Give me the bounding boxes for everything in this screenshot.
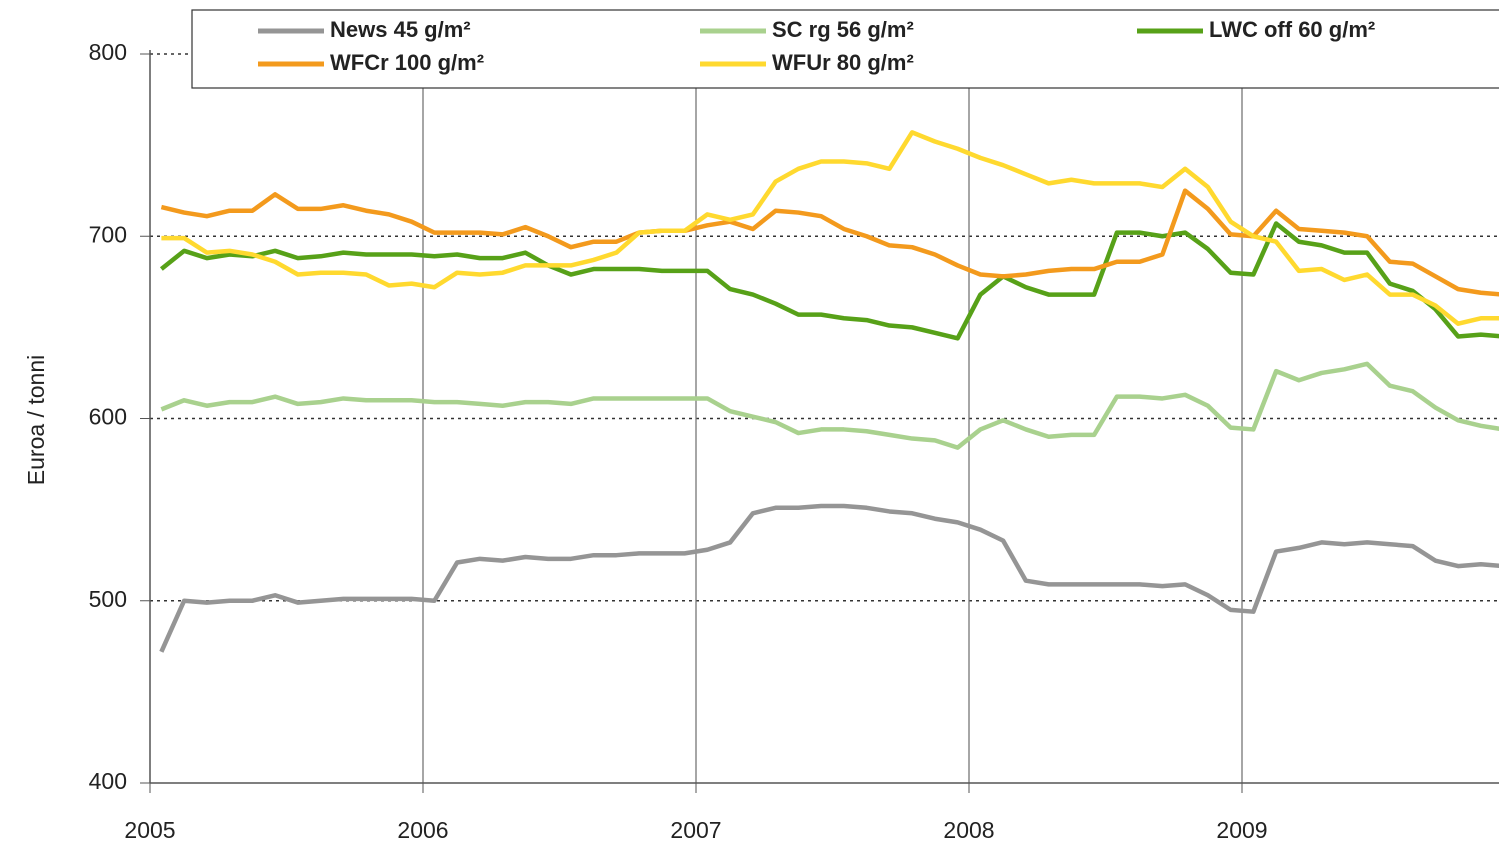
x-tick-label: 2005 <box>124 817 175 843</box>
series-line <box>159 221 1499 341</box>
x-tick-label: 2008 <box>943 817 994 843</box>
y-tick-label: 600 <box>89 404 127 430</box>
x-tick-label: 2006 <box>397 817 448 843</box>
x-tick-label: 2007 <box>670 817 721 843</box>
y-tick-label: 400 <box>89 768 127 794</box>
legend-label: SC rg 56 g/m² <box>772 17 914 42</box>
legend-box <box>191 9 1499 89</box>
plot-area <box>159 130 1499 653</box>
series-line <box>161 130 1499 326</box>
x-tick-label: 2009 <box>1216 817 1267 843</box>
legend-label: WFCr 100 g/m² <box>330 50 484 75</box>
y-tick-label: 700 <box>89 221 127 247</box>
series-line <box>160 361 1499 450</box>
series-line <box>160 188 1499 297</box>
y-tick-label: 500 <box>89 586 127 612</box>
legend-label: WFUr 80 g/m² <box>772 50 914 75</box>
y-tick-label: 800 <box>89 39 127 65</box>
legend-label: News 45 g/m² <box>330 17 471 42</box>
series-line <box>159 503 1499 653</box>
legend-label: LWC off 60 g/m² <box>1209 17 1375 42</box>
y-axis-label: Euroa / tonni <box>23 355 49 485</box>
